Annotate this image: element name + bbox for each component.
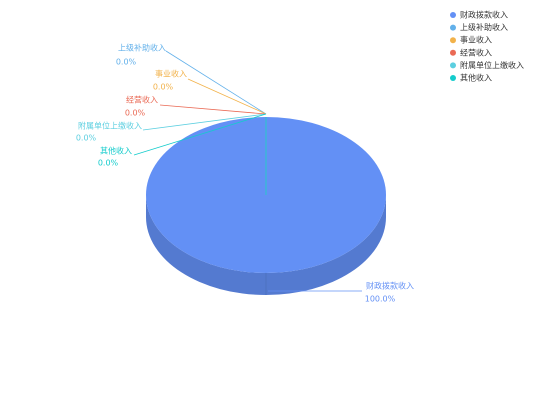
legend-marker [450,49,456,56]
legend-label: 经营收入 [460,47,492,57]
value-label: 0.0% [76,134,97,143]
leader-line [159,104,267,115]
leader-line [133,113,267,156]
legend-label: 上级补助收入 [460,22,508,32]
slice-label: 上级补助收入 [118,43,166,53]
slice-label: 事业收入 [155,69,187,79]
slice-side [146,195,386,295]
labels: 财政拨款收入 100.0% 上级补助收入 0.0% 事业收入 0.0% 经营收入 0.0% 附属… [76,43,414,304]
legend-label: 事业收入 [460,35,492,45]
legend-label: 其他收入 [460,73,492,83]
value-label: 0.0% [116,58,137,67]
legend-marker [450,37,456,44]
slice-label: 其他收入 [100,146,132,156]
legend-label: 附属单位上缴收入 [460,60,524,70]
value-label: 0.0% [98,159,119,168]
value-label: 100.0% [365,295,396,304]
leader-line [142,113,267,131]
legend-marker [450,24,456,31]
slice-label: 附属单位上缴收入 [78,121,142,131]
legend-label: 财政拨款收入 [460,10,508,20]
legend-marker [450,75,456,81]
legend-marker [450,62,456,69]
legend-marker [450,12,456,18]
value-label: 0.0% [125,109,146,118]
value-label: 0.0% [153,83,174,92]
pie [146,117,386,295]
slice-label: 经营收入 [126,95,158,105]
slice-label: 财政拨款收入 [366,281,414,291]
leader-line [187,78,267,115]
leader-line [165,50,267,115]
